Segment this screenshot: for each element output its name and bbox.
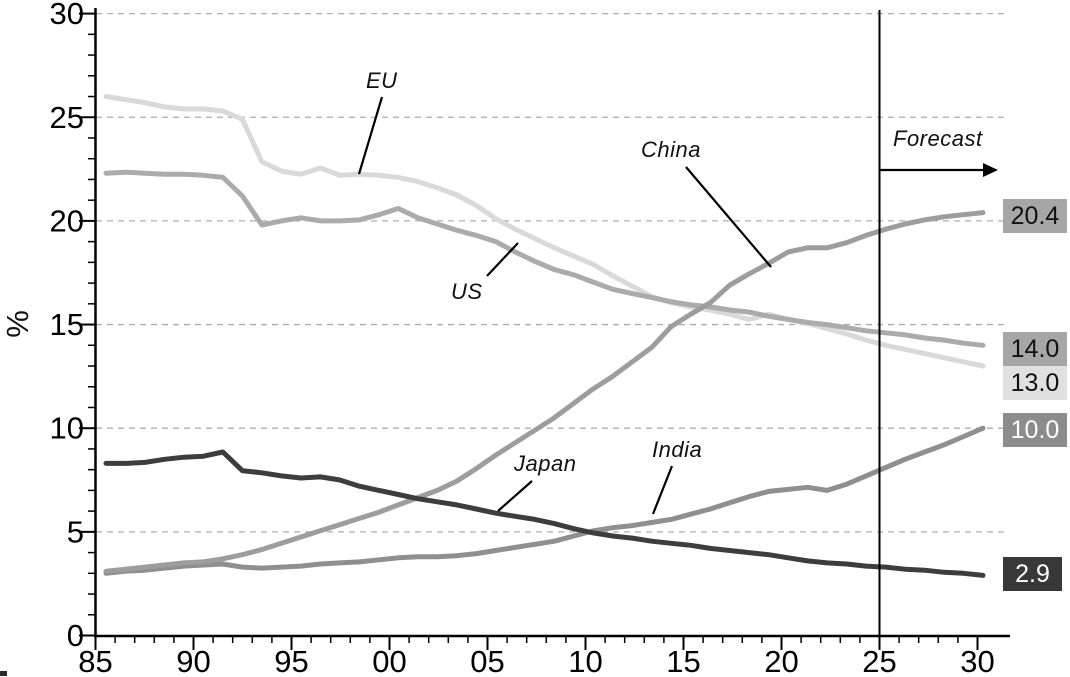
forecast-arrow-head-icon: [983, 163, 998, 177]
x-tick-label-15: 15: [666, 644, 700, 677]
label-china: China: [641, 137, 701, 162]
leader-line-japan: [497, 480, 533, 512]
x-tick-label-00: 00: [372, 644, 406, 677]
x-tick-label-05: 05: [470, 644, 504, 677]
end-label-us: 14.0: [1003, 332, 1067, 366]
leader-line-us: [486, 242, 519, 277]
leader-line-china: [685, 166, 772, 268]
x-tick-label-25: 25: [862, 644, 896, 677]
series-line-japan: [103, 449, 986, 578]
series-line-us: [103, 169, 986, 348]
label-japan: Japan: [514, 451, 577, 476]
series-line-india: [103, 425, 986, 576]
y-tick-label-0: 0: [67, 618, 84, 653]
series-line-eu: [103, 94, 986, 369]
leader-line-eu: [357, 96, 384, 175]
y-axis-title: %: [0, 310, 35, 338]
x-tick-label-10: 10: [568, 644, 602, 677]
x-tick-label-90: 90: [176, 644, 210, 677]
end-label-china: 20.4: [1003, 199, 1067, 233]
y-tick-label-5: 5: [67, 514, 84, 549]
y-tick-label-15: 15: [50, 307, 84, 342]
x-tick-label-95: 95: [274, 644, 308, 677]
y-tick-label-25: 25: [50, 100, 84, 135]
label-us: US: [451, 279, 483, 304]
y-tick-label-30: 30: [50, 0, 84, 31]
label-forecast: Forecast: [893, 126, 983, 151]
x-tick-label-30: 30: [960, 644, 994, 677]
label-eu: EU: [366, 68, 398, 93]
series-line-china: [103, 210, 986, 574]
leader-line-india: [651, 465, 674, 515]
x-tick-label-20: 20: [764, 644, 798, 677]
end-label-india: 10.0: [1003, 413, 1067, 447]
end-label-eu: 13.0: [1003, 366, 1067, 400]
label-india: India: [652, 437, 703, 462]
cropped-text-artifact: [0, 671, 7, 676]
x-tick-label-85: 85: [78, 644, 112, 677]
y-tick-label-10: 10: [50, 411, 84, 446]
end-label-japan: 2.9: [1003, 557, 1062, 591]
y-tick-label-20: 20: [50, 203, 84, 238]
